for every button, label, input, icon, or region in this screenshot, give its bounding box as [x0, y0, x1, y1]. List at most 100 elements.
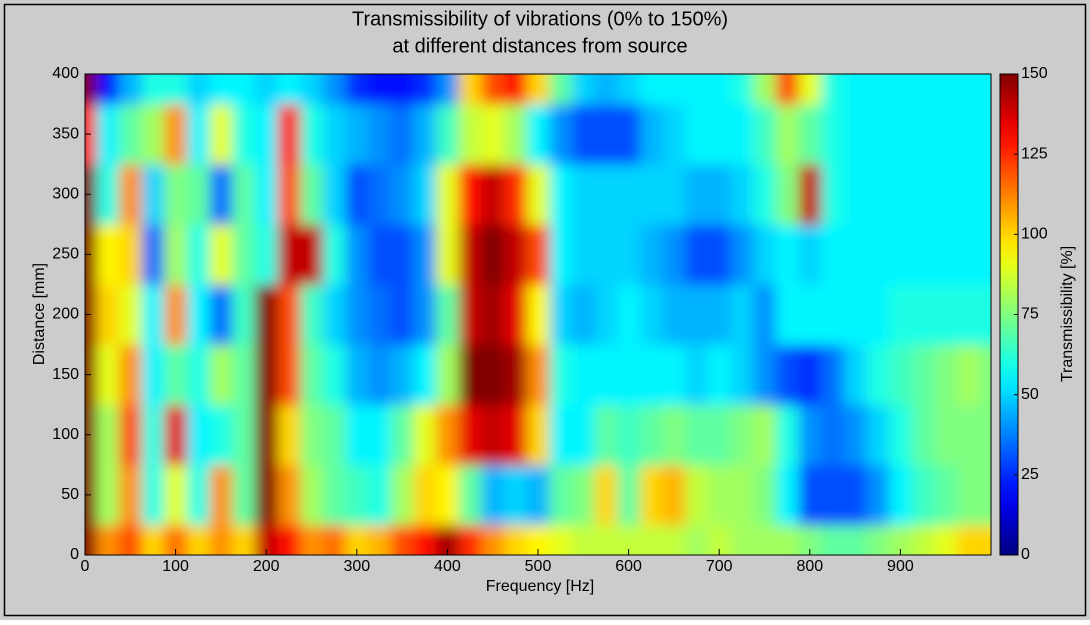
- heatmap-cell: [345, 464, 369, 526]
- heatmap-cell: [413, 104, 437, 165]
- heatmap-cell: [821, 224, 845, 285]
- heatmap-cell: [458, 164, 482, 225]
- heatmap-cell: [911, 464, 935, 526]
- heatmap-cell: [979, 104, 991, 165]
- heatmap-cell: [345, 164, 369, 225]
- heatmap-cell: [118, 524, 143, 555]
- heatmap-cell: [639, 224, 664, 285]
- heatmap-cell: [571, 524, 596, 555]
- heatmap-cell: [798, 74, 822, 105]
- heatmap-cell: [662, 524, 686, 555]
- heatmap-cell: [118, 464, 143, 526]
- heatmap-cell: [571, 104, 596, 165]
- heatmap-cell: [617, 524, 641, 555]
- heatmap-cell: [209, 404, 233, 466]
- heatmap-cell: [707, 344, 732, 406]
- heatmap-cell: [186, 224, 211, 285]
- heatmap-cell: [549, 74, 573, 105]
- heatmap-cell: [504, 404, 528, 466]
- heatmap-cell: [345, 224, 369, 285]
- heatmap-cell: [504, 104, 528, 165]
- heatmap-cell: [254, 404, 279, 466]
- heatmap-cell: [549, 164, 573, 225]
- heatmap-cell: [843, 224, 867, 285]
- heatmap-cell: [549, 344, 573, 406]
- heatmap-cell: [277, 464, 301, 526]
- heatmap-cell: [775, 344, 799, 406]
- heatmap-cell: [889, 104, 913, 165]
- heatmap-cell: [934, 404, 958, 466]
- x-tick-label: 500: [525, 558, 552, 575]
- heatmap-cell: [617, 224, 641, 285]
- heatmap-cell: [730, 104, 754, 165]
- heatmap-cell: [707, 284, 732, 346]
- heatmap-cell: [594, 404, 618, 466]
- heatmap-cell: [96, 464, 120, 526]
- heatmap-cell: [164, 284, 188, 346]
- heatmap-cell: [911, 104, 935, 165]
- heatmap-cell: [843, 404, 867, 466]
- heatmap-cell: [481, 104, 505, 165]
- heatmap-cell: [843, 74, 867, 105]
- heatmap-cell: [254, 74, 279, 105]
- heatmap-cell: [390, 524, 414, 555]
- heatmap-cell: [866, 104, 890, 165]
- heatmap-cell: [707, 404, 732, 466]
- heatmap-cell: [911, 284, 935, 346]
- heatmap-cell: [232, 524, 256, 555]
- heatmap-cell: [639, 524, 664, 555]
- heatmap-cell: [254, 344, 279, 406]
- heatmap-cell: [594, 524, 618, 555]
- heatmap-cell: [889, 164, 913, 225]
- heatmap-cell: [254, 104, 279, 165]
- heatmap-cell: [775, 524, 799, 555]
- y-tick-label: 150: [52, 366, 79, 383]
- heatmap-cell: [277, 74, 301, 105]
- heatmap-cell: [436, 74, 460, 105]
- heatmap-cell: [979, 74, 991, 105]
- heatmap-cell: [957, 104, 981, 165]
- y-tick-label: 200: [52, 306, 79, 323]
- heatmap-cell: [526, 524, 550, 555]
- heatmap-cell: [345, 284, 369, 346]
- heatmap-cell: [843, 164, 867, 225]
- y-tick-label: 350: [52, 125, 79, 142]
- heatmap-cell: [504, 464, 528, 526]
- heatmap-cell: [96, 224, 120, 285]
- heatmap-cell: [436, 344, 460, 406]
- heatmap-cell: [413, 224, 437, 285]
- heatmap-cell: [300, 224, 324, 285]
- heatmap-cell: [707, 224, 732, 285]
- heatmap-cell: [368, 344, 392, 406]
- heatmap-cell: [934, 464, 958, 526]
- heatmap-cell: [843, 524, 867, 555]
- heatmap-cell: [300, 284, 324, 346]
- heatmap-cell: [662, 224, 686, 285]
- heatmap-cell: [617, 344, 641, 406]
- heatmap-cell: [96, 284, 120, 346]
- heatmap-cell: [118, 164, 143, 225]
- heatmap-cell: [96, 164, 120, 225]
- heatmap-cell: [662, 284, 686, 346]
- heatmap-cell: [685, 224, 709, 285]
- heatmap-cell: [209, 464, 233, 526]
- heatmap-cell: [322, 344, 346, 406]
- heatmap-cell: [662, 104, 686, 165]
- heatmap-cell: [390, 74, 414, 105]
- heatmap-cell: [413, 284, 437, 346]
- heatmap-cell: [934, 284, 958, 346]
- heatmap-cell: [300, 344, 324, 406]
- heatmap-cell: [979, 224, 991, 285]
- x-tick-label: 700: [706, 558, 733, 575]
- heatmap-cell: [821, 404, 845, 466]
- heatmap-cell: [526, 104, 550, 165]
- heatmap-cell: [458, 284, 482, 346]
- heatmap-cell: [571, 74, 596, 105]
- heatmap-cell: [866, 224, 890, 285]
- heatmap-cell: [300, 74, 324, 105]
- heatmap-cell: [979, 464, 991, 526]
- heatmap-cell: [730, 524, 754, 555]
- heatmap-cell: [798, 464, 822, 526]
- heatmap-cell: [300, 104, 324, 165]
- x-tick-label: 800: [796, 558, 823, 575]
